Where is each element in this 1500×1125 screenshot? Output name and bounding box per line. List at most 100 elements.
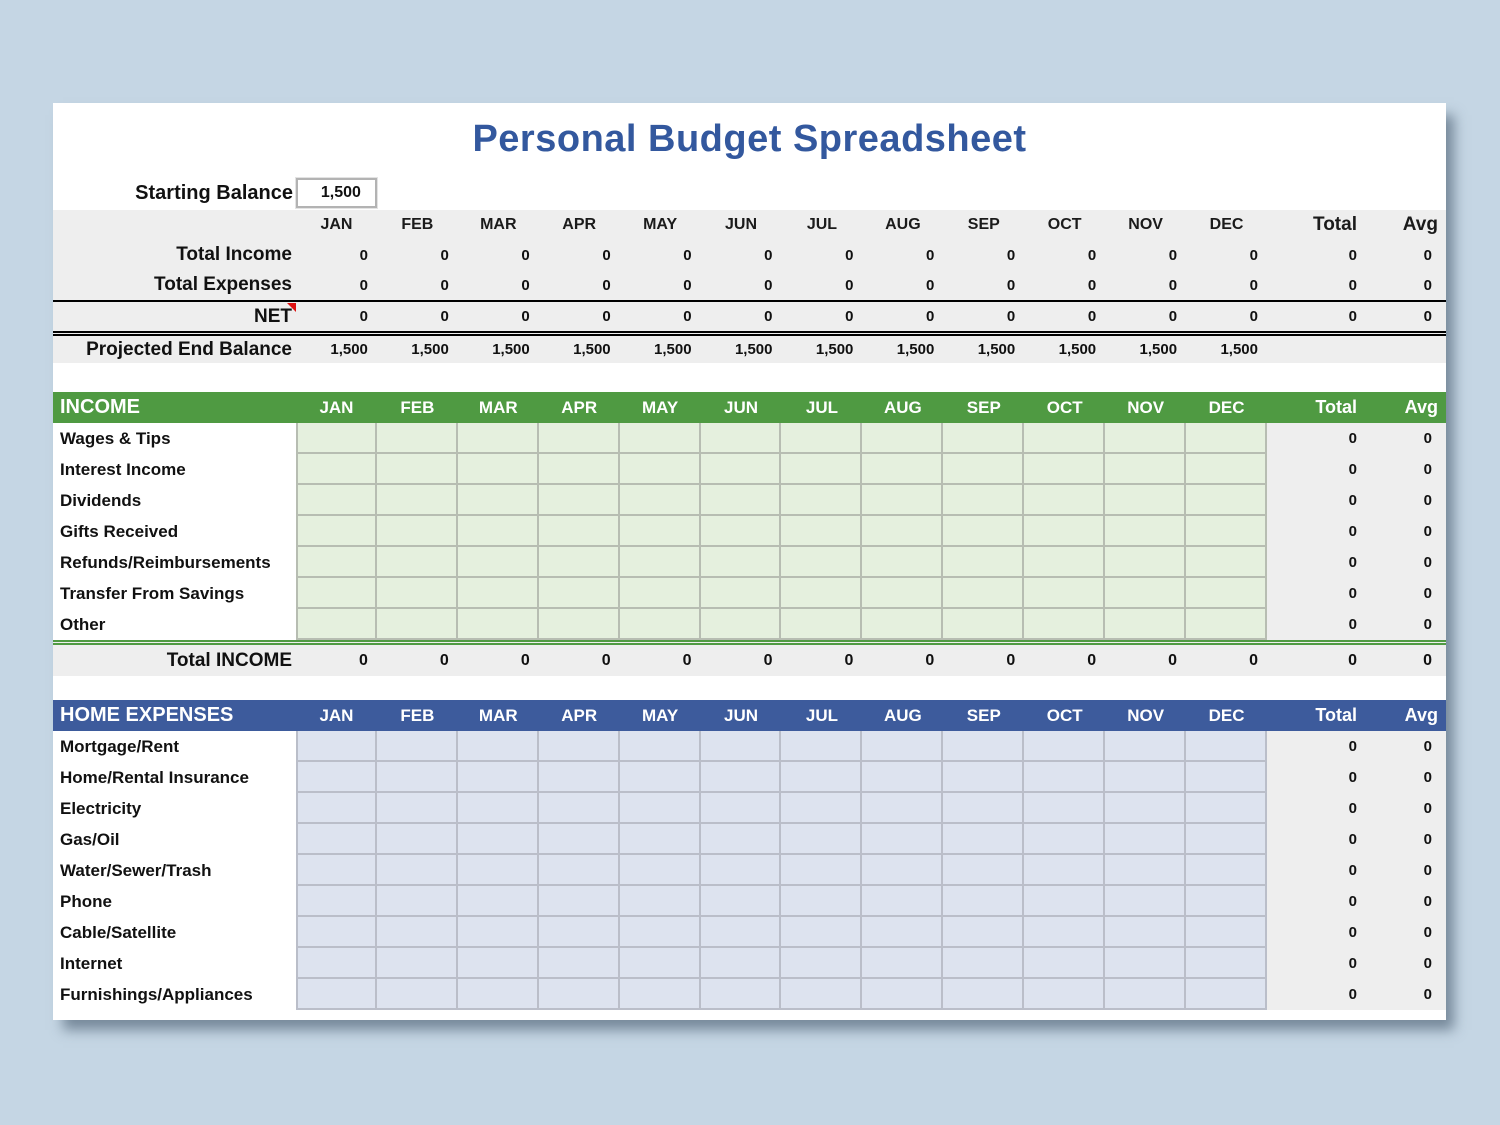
income-cell[interactable] <box>296 547 377 578</box>
income-cell[interactable] <box>296 578 377 609</box>
income-cell[interactable] <box>781 578 863 609</box>
expense-cell[interactable] <box>1024 948 1106 979</box>
expense-cell[interactable] <box>862 855 944 886</box>
expense-cell[interactable] <box>1024 731 1106 762</box>
income-cell[interactable] <box>1105 516 1187 547</box>
expense-cell[interactable] <box>1024 886 1106 917</box>
income-cell[interactable] <box>1186 454 1267 485</box>
income-cell[interactable] <box>1186 609 1267 640</box>
expense-cell[interactable] <box>619 824 701 855</box>
expense-cell[interactable] <box>700 855 782 886</box>
income-cell[interactable] <box>376 516 458 547</box>
income-cell[interactable] <box>1024 609 1106 640</box>
expense-cell[interactable] <box>862 917 944 948</box>
expense-cell[interactable] <box>781 824 863 855</box>
income-cell[interactable] <box>862 423 944 454</box>
income-cell[interactable] <box>781 423 863 454</box>
expense-cell[interactable] <box>862 948 944 979</box>
expense-cell[interactable] <box>619 762 701 793</box>
income-cell[interactable] <box>862 547 944 578</box>
expense-cell[interactable] <box>1024 979 1106 1010</box>
expense-cell[interactable] <box>862 886 944 917</box>
income-cell[interactable] <box>943 423 1025 454</box>
expense-cell[interactable] <box>1105 979 1187 1010</box>
expense-cell[interactable] <box>1186 793 1267 824</box>
expense-cell[interactable] <box>700 824 782 855</box>
expense-cell[interactable] <box>376 917 458 948</box>
expense-cell[interactable] <box>943 824 1025 855</box>
expense-cell[interactable] <box>457 886 539 917</box>
expense-cell[interactable] <box>457 793 539 824</box>
expense-cell[interactable] <box>538 855 620 886</box>
expense-cell[interactable] <box>781 979 863 1010</box>
expense-cell[interactable] <box>1105 886 1187 917</box>
income-cell[interactable] <box>781 454 863 485</box>
income-cell[interactable] <box>700 485 782 516</box>
expense-cell[interactable] <box>943 855 1025 886</box>
income-cell[interactable] <box>1105 578 1187 609</box>
income-cell[interactable] <box>376 423 458 454</box>
expense-cell[interactable] <box>619 731 701 762</box>
expense-cell[interactable] <box>296 948 377 979</box>
expense-cell[interactable] <box>943 886 1025 917</box>
expense-cell[interactable] <box>862 731 944 762</box>
income-cell[interactable] <box>1024 516 1106 547</box>
expense-cell[interactable] <box>943 948 1025 979</box>
income-cell[interactable] <box>943 454 1025 485</box>
expense-cell[interactable] <box>781 731 863 762</box>
expense-cell[interactable] <box>457 824 539 855</box>
expense-cell[interactable] <box>457 855 539 886</box>
income-cell[interactable] <box>296 423 377 454</box>
income-cell[interactable] <box>1186 516 1267 547</box>
expense-cell[interactable] <box>700 979 782 1010</box>
expense-cell[interactable] <box>619 917 701 948</box>
expense-cell[interactable] <box>862 979 944 1010</box>
income-cell[interactable] <box>619 454 701 485</box>
income-cell[interactable] <box>538 423 620 454</box>
expense-cell[interactable] <box>781 855 863 886</box>
income-cell[interactable] <box>1186 578 1267 609</box>
expense-cell[interactable] <box>862 824 944 855</box>
expense-cell[interactable] <box>781 948 863 979</box>
income-cell[interactable] <box>457 609 539 640</box>
income-cell[interactable] <box>538 516 620 547</box>
expense-cell[interactable] <box>700 886 782 917</box>
income-cell[interactable] <box>1024 454 1106 485</box>
expense-cell[interactable] <box>376 824 458 855</box>
expense-cell[interactable] <box>862 793 944 824</box>
income-cell[interactable] <box>619 578 701 609</box>
expense-cell[interactable] <box>296 824 377 855</box>
income-cell[interactable] <box>296 485 377 516</box>
income-cell[interactable] <box>862 454 944 485</box>
expense-cell[interactable] <box>1024 917 1106 948</box>
expense-cell[interactable] <box>1186 855 1267 886</box>
expense-cell[interactable] <box>376 886 458 917</box>
expense-cell[interactable] <box>376 793 458 824</box>
expense-cell[interactable] <box>1186 979 1267 1010</box>
expense-cell[interactable] <box>1105 762 1187 793</box>
income-cell[interactable] <box>376 485 458 516</box>
income-cell[interactable] <box>943 516 1025 547</box>
expense-cell[interactable] <box>457 948 539 979</box>
income-cell[interactable] <box>943 547 1025 578</box>
expense-cell[interactable] <box>781 886 863 917</box>
expense-cell[interactable] <box>1186 917 1267 948</box>
expense-cell[interactable] <box>700 948 782 979</box>
expense-cell[interactable] <box>376 948 458 979</box>
expense-cell[interactable] <box>538 886 620 917</box>
expense-cell[interactable] <box>700 917 782 948</box>
expense-cell[interactable] <box>296 793 377 824</box>
income-cell[interactable] <box>296 609 377 640</box>
expense-cell[interactable] <box>619 793 701 824</box>
income-cell[interactable] <box>457 547 539 578</box>
income-cell[interactable] <box>1024 485 1106 516</box>
expense-cell[interactable] <box>538 793 620 824</box>
income-cell[interactable] <box>862 485 944 516</box>
income-cell[interactable] <box>943 578 1025 609</box>
expense-cell[interactable] <box>538 824 620 855</box>
income-cell[interactable] <box>457 485 539 516</box>
expense-cell[interactable] <box>619 886 701 917</box>
income-cell[interactable] <box>700 578 782 609</box>
income-cell[interactable] <box>296 516 377 547</box>
income-cell[interactable] <box>457 516 539 547</box>
